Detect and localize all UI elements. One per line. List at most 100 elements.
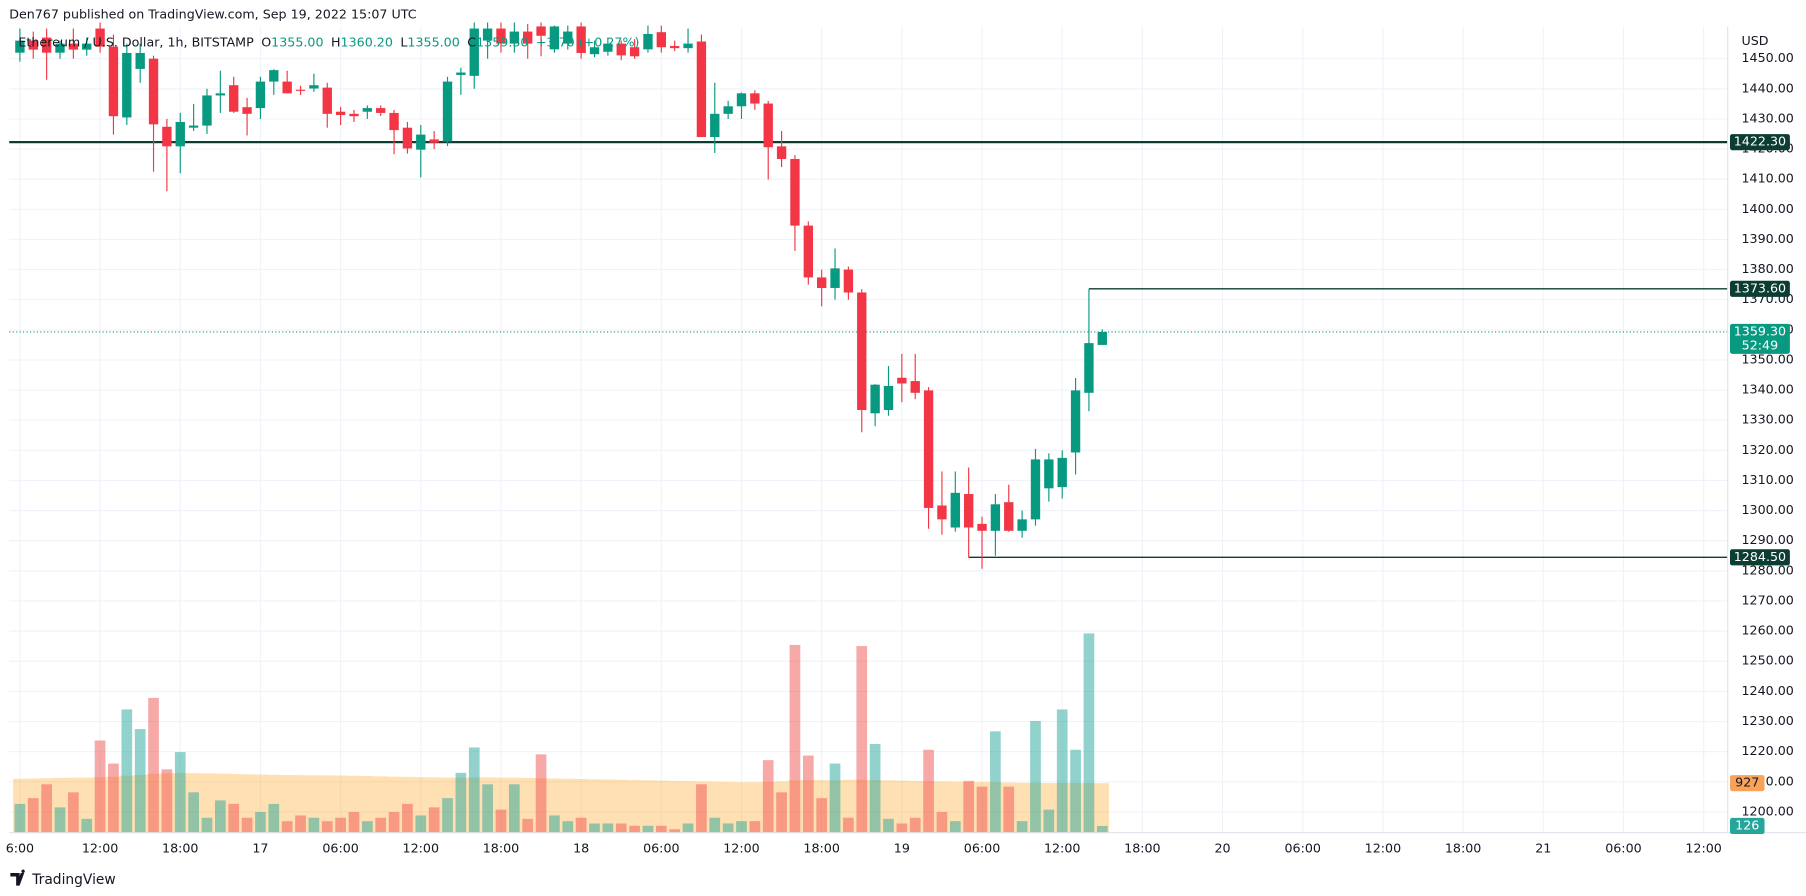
volume-bar: [308, 817, 320, 833]
y-tick-label: 1300.00: [1742, 502, 1794, 517]
volume-bar: [602, 823, 614, 833]
candle-body: [1004, 502, 1014, 531]
volume-bar: [1003, 786, 1015, 833]
x-tick-label: 21: [1535, 840, 1551, 855]
x-tick-label: 12:00: [723, 840, 759, 855]
volume-bar: [1083, 633, 1095, 833]
volume-bar: [589, 823, 600, 833]
candle-body: [402, 127, 413, 149]
x-tick-label: 12:00: [1365, 840, 1401, 855]
volume-bar: [1056, 709, 1068, 833]
candle-body: [295, 89, 306, 91]
x-tick-label: 06:00: [1605, 840, 1641, 855]
candle-body: [656, 32, 666, 48]
volume-bar: [829, 763, 841, 833]
volume-bar: [134, 729, 146, 833]
x-tick-label: 18:00: [1445, 840, 1481, 855]
y-tick-label: 1320.00: [1742, 442, 1794, 457]
volume-bar: [201, 817, 213, 833]
candle-body: [883, 385, 894, 410]
volume-bar: [482, 784, 493, 833]
legend-l: L: [400, 34, 407, 49]
x-tick-label: 06:00: [643, 840, 679, 855]
y-tick-label: 1410.00: [1742, 171, 1794, 186]
volume-bar: [749, 821, 761, 833]
volume-bar: [869, 744, 881, 833]
volume-bar: [14, 803, 26, 833]
candle-body: [68, 43, 79, 50]
candle-body: [322, 87, 332, 114]
candle-body: [536, 26, 546, 36]
level-tag: [1729, 549, 1790, 566]
volume-bar: [816, 798, 828, 833]
volume-bar: [843, 817, 854, 833]
volume-bar: [789, 644, 801, 833]
candle-body: [643, 33, 653, 50]
volume-bar: [442, 798, 453, 833]
volume-bar: [535, 754, 547, 833]
volume-bar: [736, 821, 747, 833]
x-tick-label: 20: [1215, 840, 1231, 855]
candle-body: [416, 134, 426, 150]
volume-bar: [295, 815, 306, 833]
x-tick-label: 12:00: [82, 840, 118, 855]
candle-body: [442, 81, 453, 142]
candle-body: [349, 113, 359, 117]
volume-bar: [629, 825, 640, 833]
currency: USD: [1742, 33, 1769, 48]
volume-bar: [802, 755, 814, 833]
candle-body: [509, 31, 520, 44]
candle-body: [670, 46, 680, 49]
volume-bar: [896, 823, 908, 833]
y-tick-label: 1270.00: [1742, 593, 1794, 608]
legend-change: +3.70 (+0.27%): [536, 34, 640, 49]
candle-body: [1070, 390, 1081, 453]
candle-body: [576, 26, 586, 53]
volume-bar: [990, 731, 1001, 833]
volume-bar: [455, 772, 467, 833]
volume-bar: [41, 784, 52, 833]
candle-body: [990, 504, 1001, 531]
x-tick-label: 12:00: [403, 840, 439, 855]
volume-bar: [415, 815, 427, 833]
candle-body: [1084, 343, 1094, 393]
candle-body: [162, 126, 172, 147]
volume-bar: [68, 792, 79, 833]
volume-bar: [1043, 809, 1055, 833]
candle-body: [1030, 459, 1041, 520]
volume-bar: [963, 780, 975, 833]
volume-bar: [388, 811, 400, 833]
level-tag-label: 1373.60: [1734, 280, 1786, 295]
candle-body: [937, 505, 947, 520]
candle-body: [963, 494, 974, 528]
candle-body: [1044, 459, 1054, 489]
y-tick-label: 1430.00: [1742, 110, 1794, 125]
x-tick-label: 06:00: [322, 840, 358, 855]
last-price-tag: [1729, 323, 1790, 354]
volume-bar: [709, 817, 721, 833]
candle-body: [135, 52, 145, 69]
candle-body: [335, 111, 346, 116]
candle-body: [1057, 457, 1067, 488]
y-tick-label: 1440.00: [1742, 80, 1794, 95]
legend-close: 1359.30: [476, 34, 528, 49]
candle-body: [309, 85, 319, 89]
candle-body: [950, 492, 960, 528]
volume-ma-tag: [1729, 775, 1765, 792]
x-tick-label: 18:00: [803, 840, 839, 855]
candle-body: [282, 81, 292, 94]
candle-body: [710, 113, 720, 138]
candle-body: [429, 139, 439, 143]
candle-body: [482, 28, 493, 41]
candle-body: [629, 47, 640, 57]
x-tick-label: 12:00: [1685, 840, 1721, 855]
level-tag: [1729, 134, 1790, 151]
volume-bar: [909, 817, 921, 833]
candle-body: [857, 292, 867, 410]
volume-bar: [615, 823, 627, 833]
candle-body: [549, 26, 560, 50]
volume-bar: [215, 800, 226, 833]
